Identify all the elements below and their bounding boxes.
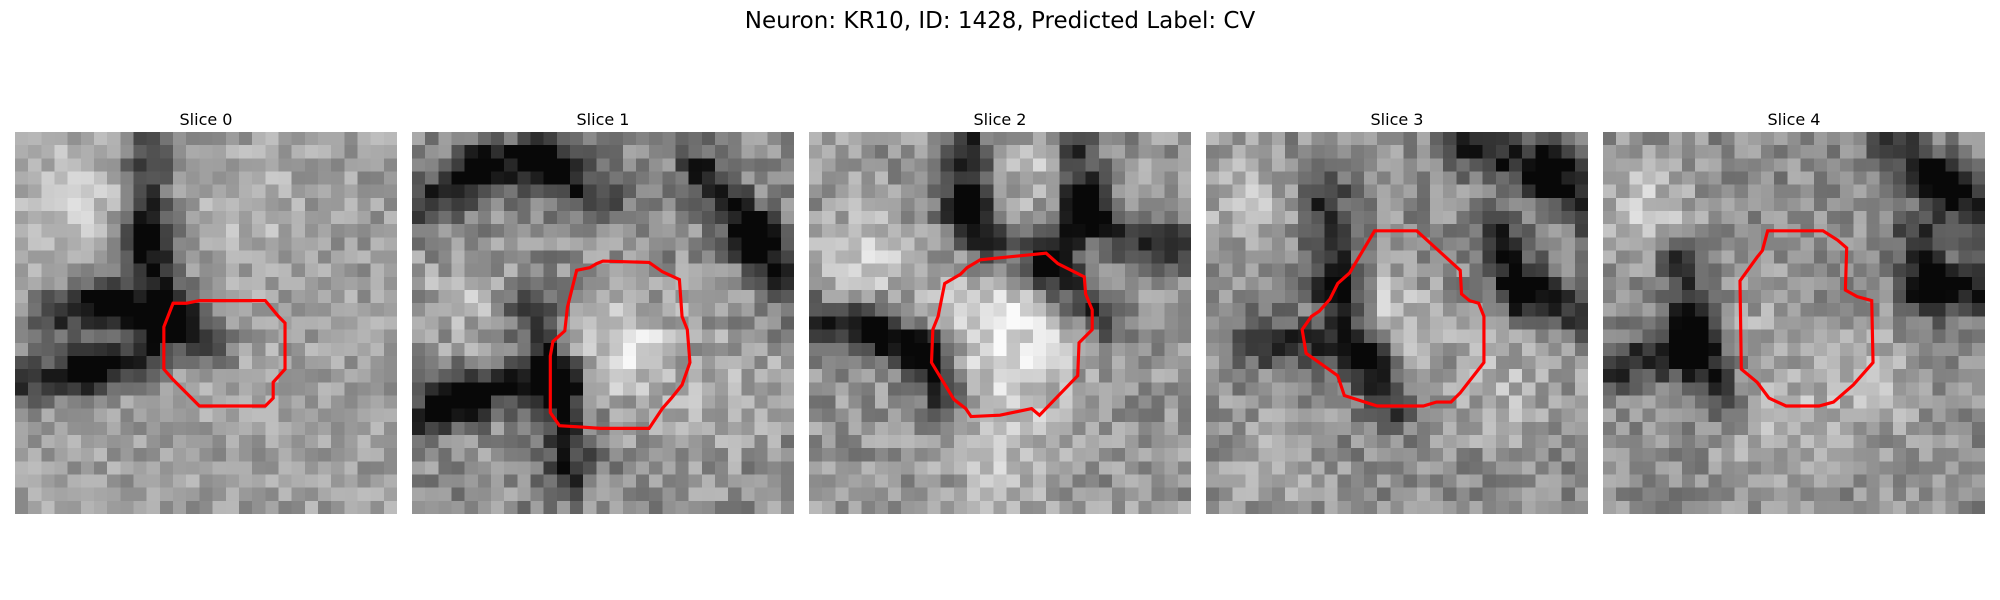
slice-panel-1: Slice 1 [412,108,794,514]
roi-contour [162,299,287,408]
roi-contour [548,259,692,430]
slice-panel-4: Slice 4 [1603,108,1985,514]
slice-title: Slice 1 [576,110,630,129]
slice-title: Slice 3 [1370,110,1424,129]
slice-image [1206,132,1588,514]
slice-image [1603,132,1985,514]
slice-panel-2: Slice 2 [809,108,1191,514]
roi-contour [929,251,1094,419]
slice-panel-0: Slice 0 [15,108,397,514]
roi-contour [1738,229,1875,408]
slice-title: Slice 4 [1767,110,1821,129]
slice-image [412,132,794,514]
slice-title: Slice 2 [973,110,1027,129]
roi-contour [1300,229,1486,408]
slice-panel-3: Slice 3 [1206,108,1588,514]
figure-title: Neuron: KR10, ID: 1428, Predicted Label:… [744,8,1256,34]
slice-image [15,132,397,514]
slice-title: Slice 0 [179,110,233,129]
slice-image [809,132,1191,514]
